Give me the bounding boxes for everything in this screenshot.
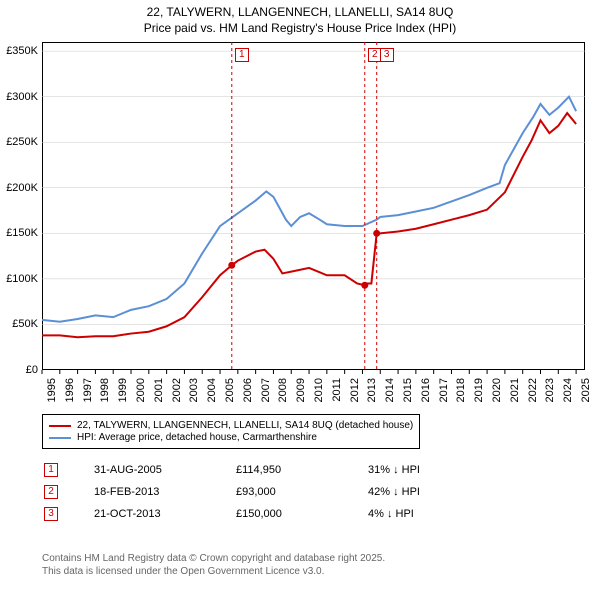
legend-item: HPI: Average price, detached house, Carm…	[49, 432, 413, 443]
x-axis-label: 2017	[438, 378, 450, 412]
series-hpi	[42, 97, 576, 322]
x-axis-label: 2007	[260, 378, 272, 412]
event-marker-3: 3	[44, 507, 58, 521]
x-axis-label: 1997	[82, 378, 94, 412]
legend-label: 22, TALYWERN, LLANGENNECH, LLANELLI, SA1…	[77, 420, 413, 431]
legend-swatch	[49, 425, 71, 427]
x-axis-label: 1996	[64, 378, 76, 412]
event-row: 3 21-OCT-2013£150,0004% ↓ HPI	[44, 504, 428, 524]
x-axis-label: 2014	[384, 378, 396, 412]
event-marker-2: 2	[44, 485, 58, 499]
event-price: £114,950	[236, 460, 366, 480]
x-axis-label: 2021	[509, 378, 521, 412]
event-row: 2 18-FEB-2013£93,00042% ↓ HPI	[44, 482, 428, 502]
x-axis-label: 2008	[277, 378, 289, 412]
x-axis-label: 2010	[313, 378, 325, 412]
chart-marker-1: 1	[235, 48, 249, 62]
x-axis-label: 2025	[580, 378, 592, 412]
x-axis-label: 2018	[455, 378, 467, 412]
y-axis-label: £0	[0, 364, 38, 376]
event-price: £93,000	[236, 482, 366, 502]
x-axis-label: 2011	[331, 378, 343, 412]
event-price: £150,000	[236, 504, 366, 524]
x-axis-label: 2024	[562, 378, 574, 412]
x-axis-label: 2005	[224, 378, 236, 412]
x-axis-label: 2003	[188, 378, 200, 412]
footer-attribution: Contains HM Land Registry data © Crown c…	[42, 552, 385, 578]
event-date: 18-FEB-2013	[94, 482, 234, 502]
x-axis-label: 2013	[366, 378, 378, 412]
y-axis-label: £50K	[0, 318, 38, 330]
legend: 22, TALYWERN, LLANGENNECH, LLANELLI, SA1…	[42, 414, 420, 449]
footer-line2: This data is licensed under the Open Gov…	[42, 565, 385, 578]
x-axis-label: 2016	[420, 378, 432, 412]
event-marker-1: 1	[44, 463, 58, 477]
event-delta: 42% ↓ HPI	[368, 482, 428, 502]
event-delta: 4% ↓ HPI	[368, 504, 428, 524]
x-axis-label: 2023	[544, 378, 556, 412]
legend-swatch	[49, 437, 71, 439]
event-date: 21-OCT-2013	[94, 504, 234, 524]
series-price_paid	[42, 113, 576, 337]
x-axis-label: 2015	[402, 378, 414, 412]
y-axis-label: £100K	[0, 273, 38, 285]
event-date: 31-AUG-2005	[94, 460, 234, 480]
chart-marker-3: 3	[380, 48, 394, 62]
x-axis-label: 2006	[242, 378, 254, 412]
x-axis-label: 2002	[171, 378, 183, 412]
event-row: 1 31-AUG-2005£114,95031% ↓ HPI	[44, 460, 428, 480]
x-axis-label: 2009	[295, 378, 307, 412]
event-delta: 31% ↓ HPI	[368, 460, 428, 480]
x-axis-label: 2020	[491, 378, 503, 412]
x-axis-label: 2012	[349, 378, 361, 412]
y-axis-label: £250K	[0, 136, 38, 148]
y-axis-label: £200K	[0, 182, 38, 194]
y-axis-label: £300K	[0, 91, 38, 103]
x-axis-label: 2022	[527, 378, 539, 412]
x-axis-label: 2019	[473, 378, 485, 412]
y-axis-label: £350K	[0, 45, 38, 57]
legend-label: HPI: Average price, detached house, Carm…	[77, 432, 317, 443]
x-axis-label: 1999	[117, 378, 129, 412]
x-axis-label: 1995	[46, 378, 58, 412]
event-table: 1 31-AUG-2005£114,95031% ↓ HPI 2 18-FEB-201…	[42, 458, 430, 526]
footer-line1: Contains HM Land Registry data © Crown c…	[42, 552, 385, 565]
y-axis-label: £150K	[0, 227, 38, 239]
x-axis-label: 1998	[99, 378, 111, 412]
x-axis-label: 2001	[153, 378, 165, 412]
x-axis-label: 2004	[206, 378, 218, 412]
legend-item: 22, TALYWERN, LLANGENNECH, LLANELLI, SA1…	[49, 420, 413, 431]
x-axis-label: 2000	[135, 378, 147, 412]
